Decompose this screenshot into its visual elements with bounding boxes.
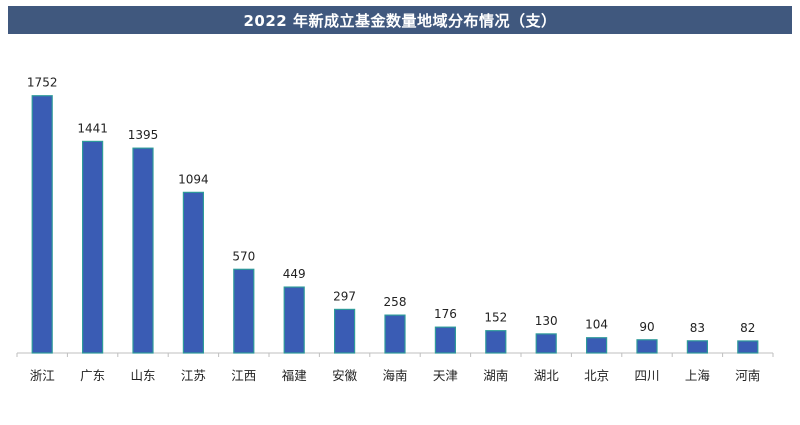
category-label-湖南: 湖南 xyxy=(483,368,508,383)
data-label-四川: 90 xyxy=(639,320,654,334)
category-label-上海: 上海 xyxy=(685,368,711,383)
data-label-上海: 83 xyxy=(690,321,705,335)
data-label-海南: 258 xyxy=(384,295,407,309)
bar-河南 xyxy=(737,340,759,354)
bar-海南 xyxy=(384,314,406,354)
bar-广东 xyxy=(81,140,104,354)
category-label-浙江: 浙江 xyxy=(30,368,55,383)
bar-江西 xyxy=(233,268,255,354)
data-label-河南: 82 xyxy=(740,321,755,335)
category-label-海南: 海南 xyxy=(382,368,407,383)
bar-北京 xyxy=(585,337,608,354)
chart-title: 2022 年新成立基金数量地域分布情况（支） xyxy=(243,11,557,30)
data-label-湖北: 130 xyxy=(535,314,558,328)
category-label-江苏: 江苏 xyxy=(181,368,206,383)
category-label-北京: 北京 xyxy=(584,368,609,383)
data-label-广东: 1441 xyxy=(77,121,108,135)
data-label-湖南: 152 xyxy=(484,311,507,325)
data-label-安徽: 297 xyxy=(333,289,356,303)
category-label-福建: 福建 xyxy=(282,368,308,383)
bar-江苏 xyxy=(182,191,204,354)
bar-安徽 xyxy=(334,308,356,354)
bar-山东 xyxy=(132,147,154,354)
data-label-江苏: 1094 xyxy=(178,172,209,186)
data-label-北京: 104 xyxy=(585,318,608,332)
chart-title-bar: 2022 年新成立基金数量地域分布情况（支） xyxy=(8,6,792,34)
category-label-四川: 四川 xyxy=(634,368,659,383)
data-label-福建: 449 xyxy=(283,267,306,281)
category-label-江西: 江西 xyxy=(231,368,256,383)
bar-湖北 xyxy=(535,333,557,354)
bar-湖南 xyxy=(485,330,507,354)
data-label-浙江: 1752 xyxy=(27,76,58,90)
bar-上海 xyxy=(686,340,709,354)
category-label-安徽: 安徽 xyxy=(332,368,358,383)
category-label-天津: 天津 xyxy=(433,368,458,383)
bar-浙江 xyxy=(31,95,53,354)
category-label-山东: 山东 xyxy=(130,368,155,383)
bar-天津 xyxy=(434,326,456,354)
data-label-天津: 176 xyxy=(434,307,457,321)
bar-四川 xyxy=(636,339,658,354)
bar-福建 xyxy=(283,286,305,354)
data-label-江西: 570 xyxy=(232,249,255,263)
category-label-湖北: 湖北 xyxy=(534,368,560,383)
data-label-山东: 1395 xyxy=(128,128,159,142)
category-label-河南: 河南 xyxy=(735,368,760,383)
category-label-广东: 广东 xyxy=(80,368,105,383)
